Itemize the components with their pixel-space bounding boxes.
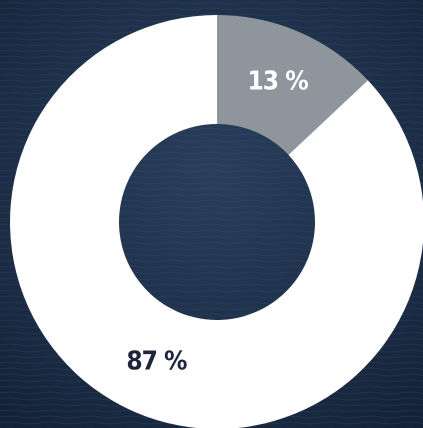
donut-segment [10, 15, 423, 428]
donut-segment [217, 15, 368, 155]
data-label: 87 % [126, 346, 187, 376]
data-label: 13 % [248, 67, 309, 97]
donut: 13 % 87 % [10, 15, 423, 428]
